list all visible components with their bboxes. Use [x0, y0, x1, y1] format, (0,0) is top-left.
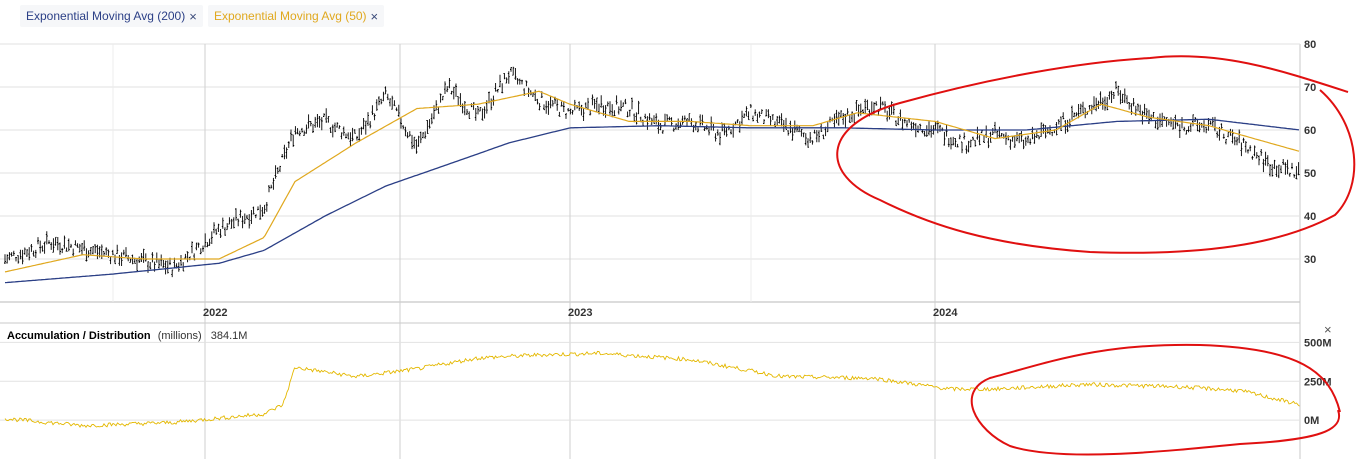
ad-circle-annotation: [970, 343, 1341, 456]
ad-y-tick: 250M: [1304, 376, 1332, 388]
ema200-line: [4, 118, 1300, 284]
price-circle-annotation: [836, 55, 1356, 254]
ad-y-tick: 0M: [1304, 415, 1319, 427]
x-tick-label: 2023: [568, 307, 592, 319]
legend-ema50[interactable]: Exponential Moving Avg (50) ×: [208, 5, 385, 27]
x-tick-label: 2022: [203, 307, 227, 319]
ad-line: [4, 350, 1300, 428]
price-panel: [4, 66, 1300, 284]
red-annotations: [836, 55, 1356, 456]
x-tick-label: 2024: [933, 307, 958, 319]
ad-units: (millions): [158, 330, 202, 342]
ad-y-tick: 500M: [1304, 337, 1332, 349]
price-y-tick: 30: [1304, 254, 1316, 266]
legend-ema50-label: Exponential Moving Avg (50): [214, 9, 367, 23]
price-y-tick: 50: [1304, 168, 1316, 180]
legend-ema200[interactable]: Exponential Moving Avg (200) ×: [20, 5, 203, 27]
price-y-tick: 40: [1304, 211, 1316, 223]
remove-ema200-icon[interactable]: ×: [189, 8, 197, 24]
ad-panel: [4, 350, 1300, 428]
price-y-tick: 60: [1304, 125, 1316, 137]
price-y-tick: 70: [1304, 82, 1316, 94]
price-bars: [4, 66, 1300, 278]
grid-lines: [0, 43, 1301, 459]
ema50-line: [4, 90, 1300, 273]
ad-current-value: 384.1M: [211, 330, 248, 342]
axes: 30 40 50 60 70 80 2022 2023 2024 0M 250M 500M: [203, 39, 1332, 427]
price-y-tick: 80: [1304, 39, 1316, 51]
svg-text:Accumulation / Distribution: Accumulation / Distribution (millions) 3…: [7, 330, 247, 342]
ad-title: Accumulation / Distribution: [7, 330, 151, 342]
close-ad-panel-icon[interactable]: ×: [1324, 322, 1332, 337]
legend-ema200-label: Exponential Moving Avg (200): [26, 9, 186, 23]
remove-ema50-icon[interactable]: ×: [370, 8, 379, 24]
